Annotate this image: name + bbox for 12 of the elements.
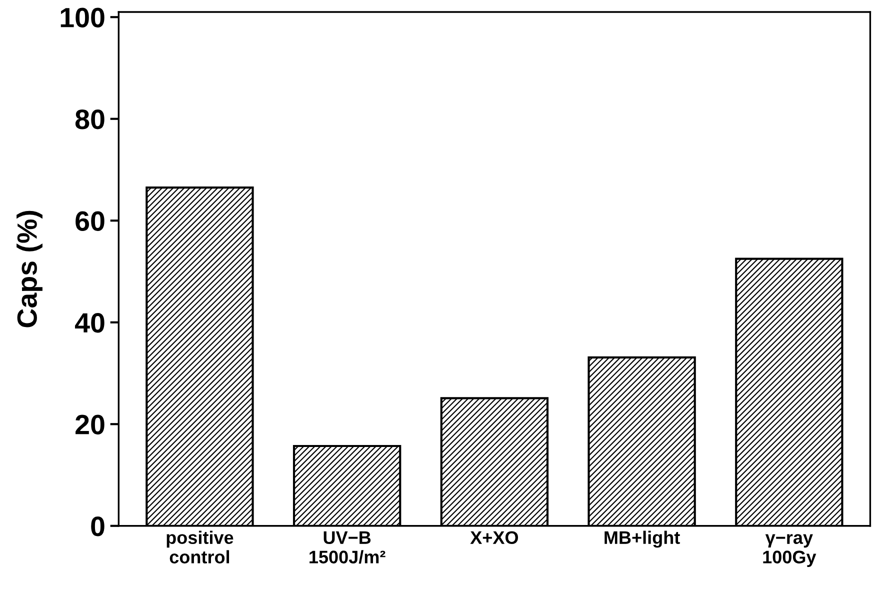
- y-tick-label: 20: [76, 414, 104, 434]
- y-tick-label: 100: [60, 8, 104, 28]
- y-tick-label: 80: [75, 110, 104, 130]
- y-tick-label: 40: [74, 313, 104, 333]
- x-tick-label: MB+light: [604, 530, 680, 548]
- x-tick-label: UV−B 1500J/m²: [310, 531, 386, 564]
- y-axis-title: Caps (%): [16, 210, 42, 328]
- y-tick-label: 0: [91, 516, 104, 536]
- y-tick-label: 60: [76, 211, 104, 231]
- x-tick-label: X+XO: [470, 531, 518, 544]
- x-tick-label: γ−ray 100Gy: [763, 534, 816, 568]
- x-tick-label: positive control: [166, 530, 234, 564]
